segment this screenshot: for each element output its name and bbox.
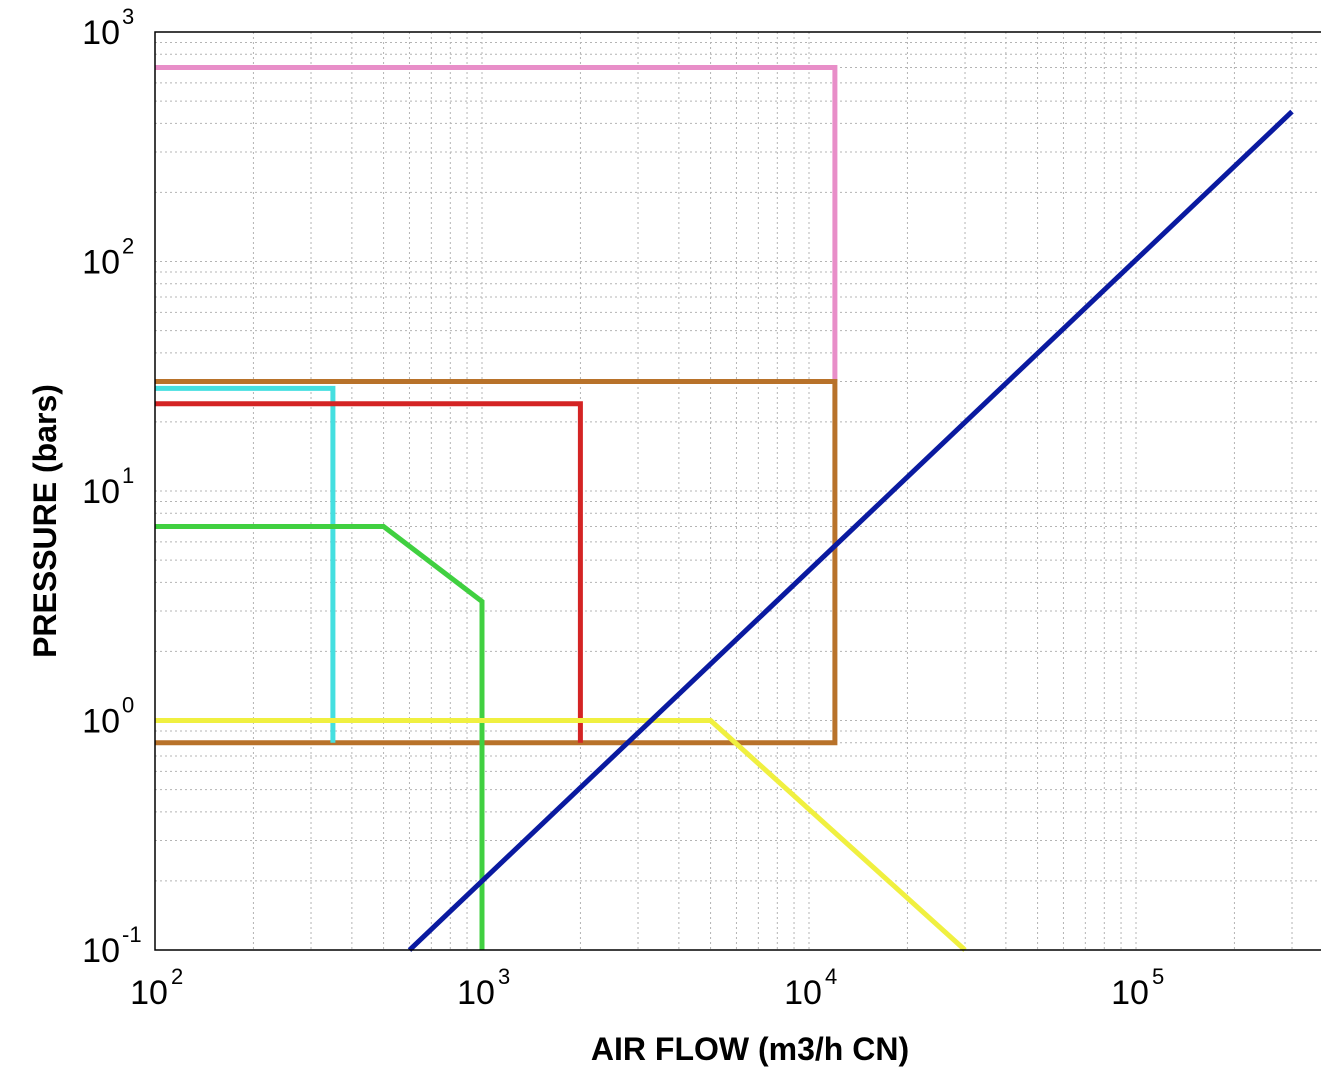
y-tick-label: 10 0 <box>82 693 134 741</box>
series-line-7 <box>407 109 1294 952</box>
y-tick-exponent: 2 <box>122 234 134 259</box>
x-tick-base: 10 <box>1111 974 1149 1012</box>
plot-frame <box>154 31 1321 951</box>
y-tick-label: 10 1 <box>82 463 134 511</box>
x-tick-base: 10 <box>457 974 495 1012</box>
x-tick-exponent: 3 <box>498 964 510 989</box>
y-tick-exponent: -1 <box>122 922 142 947</box>
x-tick-exponent: 4 <box>825 964 837 989</box>
series-line-2 <box>155 379 838 746</box>
y-tick-label: 10 -1 <box>82 922 141 970</box>
y-tick-base: 10 <box>82 14 120 52</box>
y-axis-label: PRESSURE (bars) <box>27 384 63 658</box>
series-line-6 <box>155 718 967 952</box>
series-line-5 <box>155 524 485 950</box>
series-lines <box>155 65 1294 952</box>
x-tick-exponent: 5 <box>1152 964 1164 989</box>
x-tick-label: 10 2 <box>130 964 183 1012</box>
x-tick-label: 10 4 <box>784 964 837 1012</box>
y-tick-exponent: 3 <box>122 4 134 29</box>
x-tick-labels: 10 2 10 3 10 4 10 5 <box>130 964 1164 1012</box>
x-tick-exponent: 2 <box>171 964 183 989</box>
y-tick-base: 10 <box>82 244 120 282</box>
x-tick-label: 10 5 <box>1111 964 1164 1012</box>
x-axis-label: AIR FLOW (m3/h CN) <box>591 1031 909 1067</box>
y-tick-label: 10 3 <box>82 4 134 52</box>
x-tick-base: 10 <box>130 974 168 1012</box>
y-tick-base: 10 <box>82 473 120 511</box>
y-tick-base: 10 <box>82 703 120 741</box>
series-line-3 <box>155 385 336 743</box>
y-tick-base: 10 <box>82 932 120 970</box>
x-tick-label: 10 3 <box>457 964 510 1012</box>
y-tick-exponent: 0 <box>122 693 134 718</box>
grid <box>155 32 1319 950</box>
x-tick-base: 10 <box>784 974 822 1012</box>
y-tick-exponent: 1 <box>122 463 134 488</box>
series-line-1 <box>155 65 838 382</box>
series-line-4 <box>155 401 583 743</box>
y-tick-label: 10 2 <box>82 234 134 282</box>
